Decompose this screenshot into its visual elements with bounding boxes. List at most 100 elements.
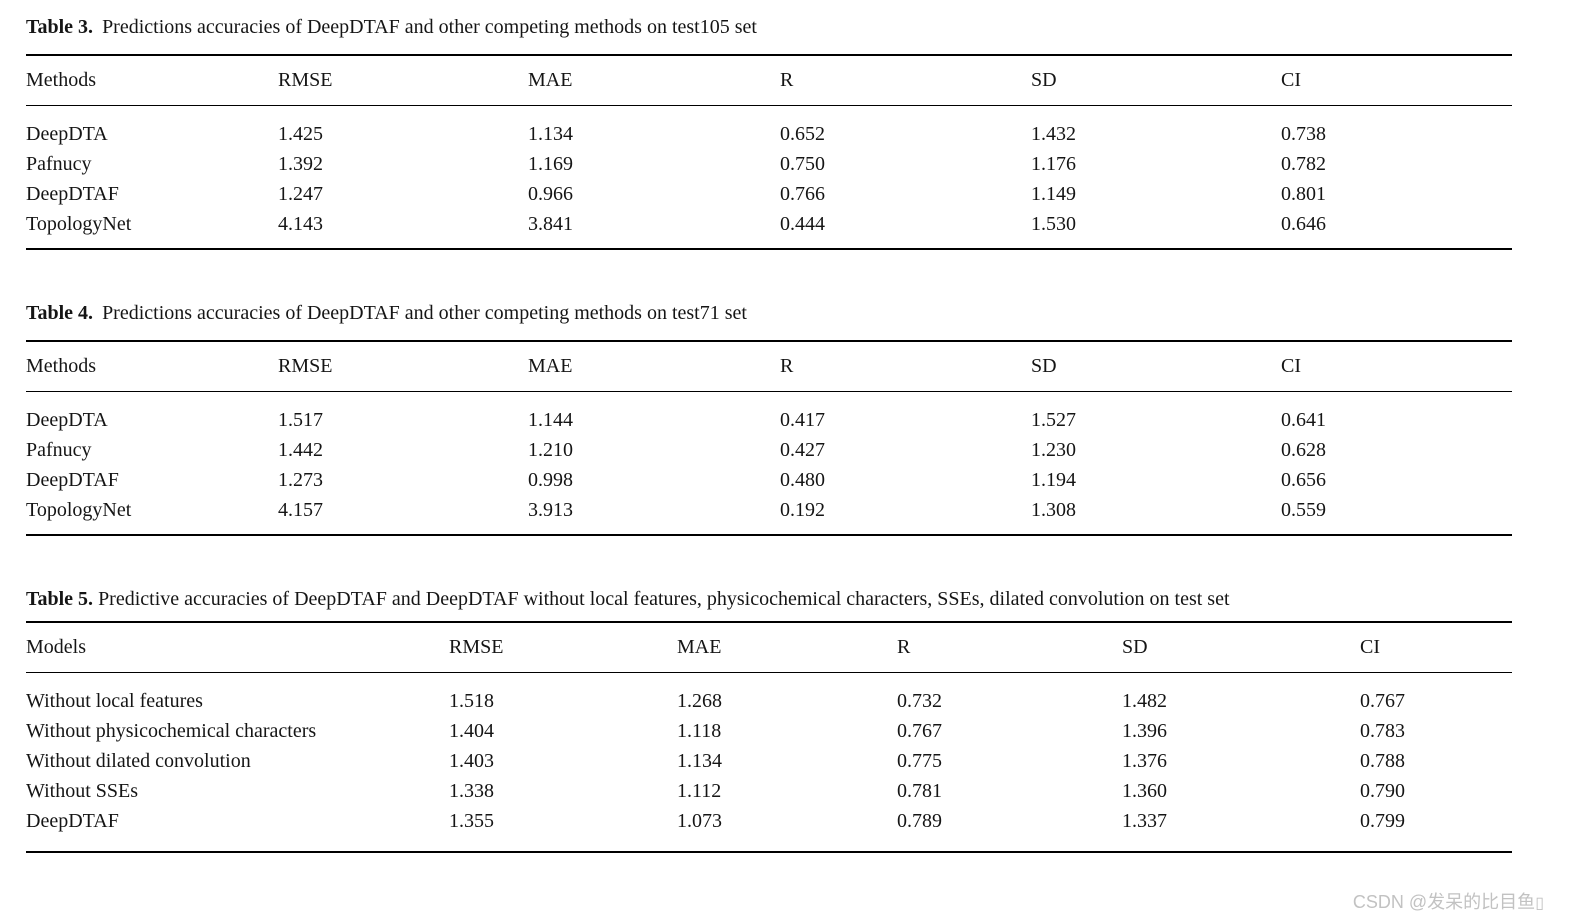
cell-value: 0.782 — [1281, 152, 1326, 175]
cell-value: 0.652 — [780, 122, 825, 145]
cell-method: TopologyNet — [26, 212, 132, 235]
cell-value: 3.913 — [528, 498, 573, 521]
cell-model: Without SSEs — [26, 779, 138, 802]
cell-method: DeepDTA — [26, 122, 108, 145]
table-row: Pafnucy 1.392 1.169 0.750 1.176 0.782 — [26, 149, 1512, 179]
cell-value: 0.790 — [1360, 779, 1405, 802]
cell-value: 1.308 — [1031, 498, 1076, 521]
cell-value: 1.134 — [528, 122, 573, 145]
cell-value: 1.247 — [278, 182, 323, 205]
column-header-rmse: RMSE — [278, 55, 528, 106]
cell-value: 0.966 — [528, 182, 573, 205]
column-header-ci: CI — [1360, 622, 1512, 673]
cell-value: 0.646 — [1281, 212, 1326, 235]
table-4-caption-text: Predictions accuracies of DeepDTAF and o… — [102, 302, 747, 324]
table-3-grid: Methods RMSE MAE R SD CI DeepDTA 1.425 1… — [26, 54, 1512, 250]
table-5-section: Table 5. Predictive accuracies of DeepDTA… — [26, 586, 1512, 853]
cell-value: 1.112 — [677, 779, 722, 802]
table-row: Without SSEs 1.338 1.112 0.781 1.360 0.7… — [26, 776, 1512, 806]
cell-method: DeepDTAF — [26, 182, 119, 205]
cell-value: 0.799 — [1360, 809, 1405, 832]
cell-value: 1.425 — [278, 122, 323, 145]
cell-value: 0.783 — [1360, 719, 1405, 742]
cell-method: TopologyNet — [26, 498, 132, 521]
csdn-watermark: CSDN @发呆的比目鱼▯ — [1353, 888, 1544, 914]
table-row: DeepDTA 1.517 1.144 0.417 1.527 0.641 — [26, 392, 1512, 436]
column-header-sd: SD — [1031, 341, 1281, 392]
cell-value: 1.355 — [449, 809, 494, 832]
cell-value: 1.230 — [1031, 438, 1076, 461]
cell-value: 0.192 — [780, 498, 825, 521]
cell-value: 0.427 — [780, 438, 825, 461]
cell-value: 0.767 — [897, 719, 942, 742]
cell-model: Without local features — [26, 689, 203, 712]
cell-value: 1.194 — [1031, 468, 1076, 491]
cell-value: 1.396 — [1122, 719, 1167, 742]
cell-value: 1.517 — [278, 408, 323, 431]
cell-model: Without dilated convolution — [26, 749, 251, 772]
cell-value: 1.337 — [1122, 809, 1167, 832]
cell-value: 0.628 — [1281, 438, 1326, 461]
table-5-caption-text: Predictive accuracies of DeepDTAF and De… — [98, 588, 1230, 610]
table-5-caption: Table 5. Predictive accuracies of DeepDTA… — [26, 586, 1512, 613]
table-row: Pafnucy 1.442 1.210 0.427 1.230 0.628 — [26, 435, 1512, 465]
cell-value: 1.432 — [1031, 122, 1076, 145]
missing-glyph: ▯ — [1535, 895, 1544, 912]
column-header-r: R — [780, 341, 1031, 392]
cell-value: 0.732 — [897, 689, 942, 712]
column-header-ci: CI — [1281, 341, 1512, 392]
column-header-mae: MAE — [528, 341, 780, 392]
column-header-ci: CI — [1281, 55, 1512, 106]
table-4-caption-label: Table 4. — [26, 302, 94, 324]
table-3-section: Table 3. Predictions accuracies of DeepDT… — [26, 14, 1512, 250]
cell-value: 0.775 — [897, 749, 942, 772]
cell-value: 1.518 — [449, 689, 494, 712]
cell-value: 1.404 — [449, 719, 494, 742]
cell-value: 0.738 — [1281, 122, 1326, 145]
cell-value: 0.998 — [528, 468, 573, 491]
table-row: DeepDTAF 1.355 1.073 0.789 1.337 0.799 — [26, 806, 1512, 852]
cell-value: 1.169 — [528, 152, 573, 175]
column-header-rmse: RMSE — [449, 622, 677, 673]
cell-value: 0.656 — [1281, 468, 1326, 491]
cell-value: 1.403 — [449, 749, 494, 772]
table-5-caption-label: Table 5. — [26, 588, 94, 610]
cell-model: DeepDTAF — [26, 809, 119, 832]
cell-value: 1.530 — [1031, 212, 1076, 235]
cell-value: 1.176 — [1031, 152, 1076, 175]
cell-value: 1.073 — [677, 809, 722, 832]
cell-value: 0.766 — [780, 182, 825, 205]
column-header-rmse: RMSE — [278, 341, 528, 392]
cell-value: 1.118 — [677, 719, 722, 742]
cell-value: 0.480 — [780, 468, 825, 491]
cell-value: 4.157 — [278, 498, 323, 521]
table-5-grid: Models RMSE MAE R SD CI Without local fe… — [26, 621, 1512, 853]
cell-value: 1.527 — [1031, 408, 1076, 431]
cell-value: 4.143 — [278, 212, 323, 235]
table-row: Without physicochemical characters 1.404… — [26, 716, 1512, 746]
cell-value: 1.482 — [1122, 689, 1167, 712]
cell-value: 0.444 — [780, 212, 825, 235]
cell-value: 1.149 — [1031, 182, 1076, 205]
column-header-sd: SD — [1122, 622, 1360, 673]
cell-value: 1.134 — [677, 749, 722, 772]
table-row: Without dilated convolution 1.403 1.134 … — [26, 746, 1512, 776]
table-4-section: Table 4. Predictions accuracies of DeepDT… — [26, 300, 1512, 536]
table-5-header-row: Models RMSE MAE R SD CI — [26, 622, 1512, 673]
cell-value: 1.376 — [1122, 749, 1167, 772]
cell-value: 1.210 — [528, 438, 573, 461]
table-4-caption: Table 4. Predictions accuracies of DeepDT… — [26, 300, 1512, 327]
table-row: DeepDTAF 1.247 0.966 0.766 1.149 0.801 — [26, 179, 1512, 209]
column-header-mae: MAE — [677, 622, 897, 673]
cell-value: 0.641 — [1281, 408, 1326, 431]
cell-value: 1.268 — [677, 689, 722, 712]
cell-value: 1.144 — [528, 408, 573, 431]
table-4-grid: Methods RMSE MAE R SD CI DeepDTA 1.517 1… — [26, 340, 1512, 536]
cell-method: Pafnucy — [26, 438, 92, 461]
cell-value: 0.788 — [1360, 749, 1405, 772]
column-header-methods: Methods — [26, 55, 278, 106]
cell-method: DeepDTA — [26, 408, 108, 431]
article-content: Table 3. Predictions accuracies of DeepDT… — [26, 0, 1512, 853]
cell-value: 0.781 — [897, 779, 942, 802]
